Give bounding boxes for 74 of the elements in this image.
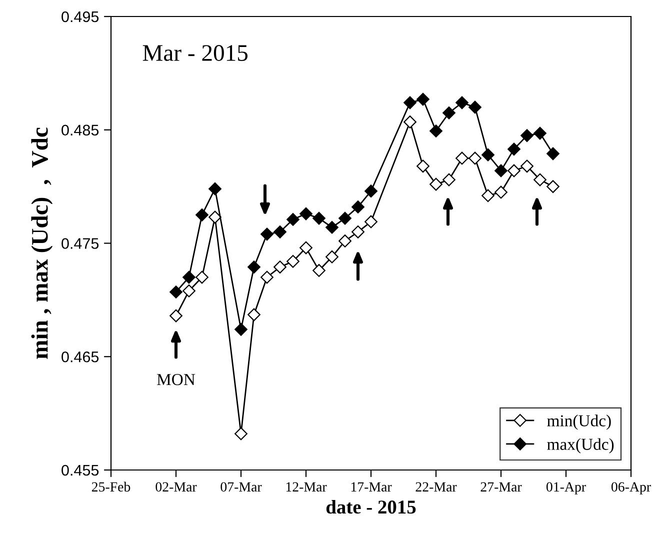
x-axis-title: date - 2015 (326, 500, 416, 514)
y-tick-label: 0.465 (62, 351, 99, 362)
point (300, 241, 312, 254)
point (364, 184, 378, 198)
point (508, 142, 520, 156)
point (456, 96, 468, 110)
x-tick-label: 12-Mar (286, 482, 327, 492)
point (534, 126, 546, 140)
point (300, 207, 312, 220)
point (286, 254, 300, 268)
point (274, 260, 286, 274)
point (274, 225, 286, 238)
x-tick-label: 01-Apr (546, 482, 586, 494)
annotation: Mar - 2015 (142, 45, 248, 61)
y-axis-title: min , max (Udc) , Vdc (31, 128, 53, 359)
point (442, 173, 456, 186)
point (182, 270, 196, 284)
point (468, 152, 482, 165)
point (338, 234, 352, 248)
point (208, 210, 222, 224)
point (248, 260, 260, 274)
point (494, 164, 508, 178)
point (312, 212, 326, 225)
point (534, 173, 546, 186)
point (208, 182, 222, 196)
point (520, 129, 534, 142)
point (482, 189, 494, 202)
point (508, 164, 520, 178)
point (546, 147, 560, 160)
point (494, 186, 508, 199)
point (260, 270, 274, 284)
y-tick-label: 0.475 (62, 238, 99, 249)
point (234, 427, 248, 440)
x-tick-label: 22-Mar (416, 482, 457, 492)
point (170, 286, 182, 298)
point (416, 160, 430, 173)
point (430, 178, 442, 191)
point (170, 309, 182, 322)
point (456, 152, 468, 165)
point (442, 106, 456, 120)
x-tick-label: 02-Mar (156, 482, 197, 492)
point (248, 308, 260, 322)
point (234, 322, 248, 336)
point (286, 212, 300, 226)
point (326, 220, 338, 234)
point (326, 250, 338, 264)
point (404, 115, 416, 128)
y-tick-label: 0.455 (62, 464, 99, 476)
point (364, 215, 378, 228)
point (468, 100, 482, 114)
x-tick-label: 17-Mar (351, 482, 392, 492)
x-tick-label: 06-Apr (611, 482, 651, 494)
y-tick-label: 0.495 (62, 11, 99, 22)
x-tick-label: 07-Mar (220, 482, 262, 492)
point (404, 96, 416, 110)
point (182, 284, 196, 298)
point (546, 180, 560, 194)
point (196, 208, 208, 222)
point (260, 228, 274, 241)
point (416, 92, 430, 106)
point (312, 264, 326, 277)
point (338, 212, 352, 225)
annotation: MON (157, 374, 196, 386)
legend-label: min(Udc) (547, 414, 611, 430)
y-tick-label: 0.485 (62, 124, 99, 136)
legend-label: max(Udc) (547, 438, 614, 454)
x-tick-label: 25-Feb (92, 482, 130, 492)
x-tick-label: 27-Mar (480, 482, 522, 492)
point (352, 200, 364, 214)
point (196, 270, 208, 284)
point (352, 225, 364, 238)
point (520, 160, 534, 173)
point (430, 124, 442, 138)
point (482, 148, 494, 162)
